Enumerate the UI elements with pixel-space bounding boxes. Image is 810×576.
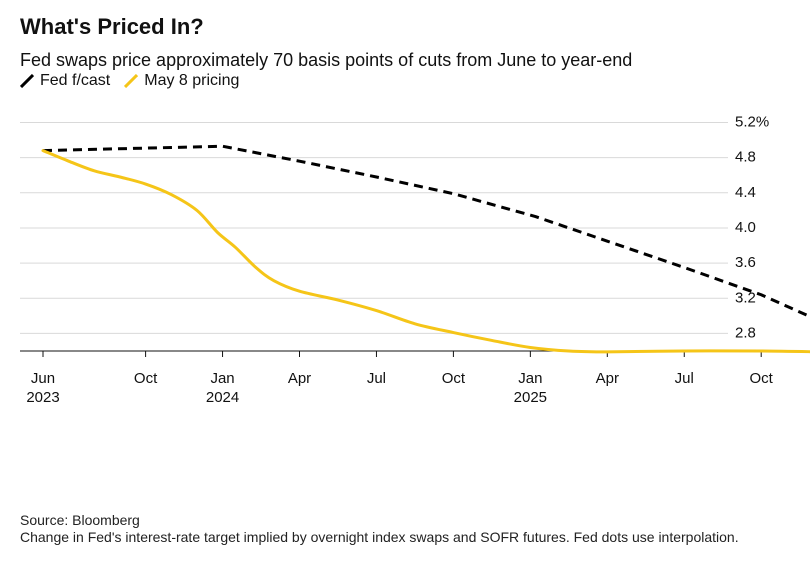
y-tick-label: 4.4 bbox=[735, 184, 756, 201]
y-tick-label: 4.8 bbox=[735, 149, 756, 166]
y-tick-label: 4.0 bbox=[735, 219, 756, 236]
y-tick-label: 3.2 bbox=[735, 289, 756, 306]
legend-label-fed-forecast: Fed f/cast bbox=[40, 72, 111, 89]
x-tick-label: Jul bbox=[675, 370, 694, 387]
chart-footer: Source: Bloomberg Change in Fed's intere… bbox=[20, 512, 795, 546]
x-tick-label: Jan bbox=[518, 370, 542, 387]
line-chart: 5.2% 4.8 4.4 4.0 3.6 3.2 2.8 Jun 2023 Oct Jan 2024 A… bbox=[20, 114, 810, 406]
chart-legend: Fed f/cast May 8 pricing bbox=[20, 72, 239, 90]
y-tick-label: 3.6 bbox=[735, 254, 756, 271]
legend-item-may-pricing: May 8 pricing bbox=[124, 72, 239, 90]
series-line-fed-forecast bbox=[42, 144, 810, 319]
x-tick-label: Oct bbox=[442, 370, 466, 387]
x-tick-label: Jun bbox=[31, 370, 55, 387]
x-tick-label: Jul bbox=[367, 370, 386, 387]
y-tick-label: 2.8 bbox=[735, 324, 756, 341]
chart-title: What's Priced In? bbox=[20, 14, 204, 39]
source-note: Source: Bloomberg bbox=[20, 512, 140, 528]
methodology-note: Change in Fed's interest-rate target imp… bbox=[20, 529, 739, 545]
x-year-label: 2024 bbox=[206, 389, 239, 406]
x-tick-label: Jan bbox=[210, 370, 234, 387]
x-tick-label: Apr bbox=[596, 370, 619, 387]
legend-swatch-fed-forecast bbox=[20, 74, 34, 88]
legend-label-may-pricing: May 8 pricing bbox=[144, 72, 240, 89]
y-tick-label: 5.2% bbox=[735, 114, 769, 131]
x-year-label: 2025 bbox=[514, 389, 547, 406]
legend-swatch-may-pricing bbox=[124, 74, 139, 88]
series-line-may-pricing bbox=[41, 149, 810, 354]
chart-subtitle: Fed swaps price approximately 70 basis p… bbox=[20, 50, 633, 70]
x-tick-label: Oct bbox=[134, 370, 158, 387]
x-tick-label: Apr bbox=[288, 370, 311, 387]
x-tick-label: Oct bbox=[750, 370, 774, 387]
legend-item-fed-forecast: Fed f/cast bbox=[20, 72, 110, 90]
x-year-label: 2023 bbox=[26, 389, 59, 406]
